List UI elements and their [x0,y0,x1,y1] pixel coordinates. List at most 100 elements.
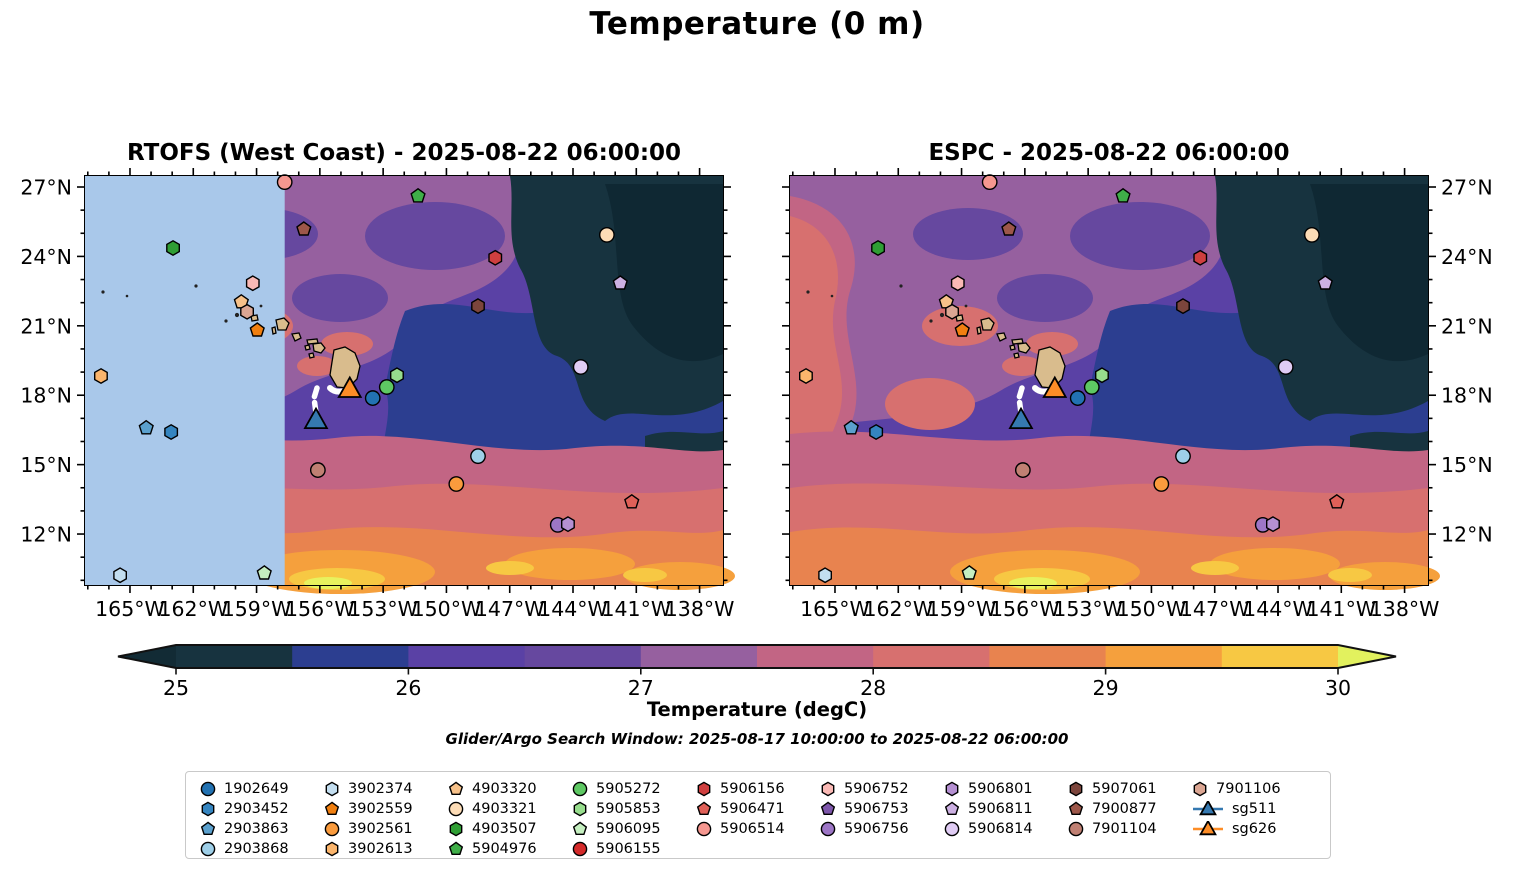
lon-tick-label: 159°W [927,597,997,621]
legend-label: 5906095 [596,821,661,837]
map-marker-sg511 [1008,406,1034,430]
axis-labels: 165°W162°W159°W156°W153°W150°W147°W144°W… [20,176,734,621]
pentagon-marker-icon [1068,801,1084,816]
map-marker-sg626 [1042,375,1068,398]
hexagon-marker-icon [697,781,711,797]
lon-tick-label: 138°W [665,597,735,621]
map-marker-3902561 [1153,476,1170,492]
map-marker-5904976 [410,187,426,203]
legend-item-5906155: 5906155 [572,839,696,859]
lat-tick-label: 24°N [1441,245,1493,269]
colorbar-tick-label: 26 [395,676,421,700]
lon-tick-label: 162°W [863,597,933,621]
colorbar-segment [176,645,293,668]
legend-label: 7901104 [1092,821,1157,837]
legend-item-3902561: 3902561 [324,819,448,839]
legend-label: 3902613 [348,841,413,857]
legend-label: 5907061 [1092,781,1157,797]
map-marker-5906801 [561,516,575,533]
legend-label: 5905853 [596,801,661,817]
map-marker-3902559 [249,322,265,337]
hexagon-marker-icon [325,841,339,857]
hexagon-marker-icon [821,781,835,797]
colorbar-tick-label: 29 [1093,676,1119,700]
map-marker-5905853 [1095,367,1109,384]
map-marker-5906752 [950,275,965,292]
map-marker-1902649 [1069,390,1086,406]
map-marker-2903452 [869,423,884,441]
circle-marker-icon [324,821,340,837]
map-marker-1902649 [364,390,381,406]
circle-marker-icon [200,781,216,797]
colorbar-segment [292,645,409,668]
lon-tick-label: 147°W [475,597,545,621]
legend-label: sg511 [1232,801,1277,817]
colorbar-segment [873,645,990,668]
legend-label: 5906156 [720,781,785,797]
pentagon-marker-icon [944,801,960,816]
lat-tick-label: 27°N [1441,176,1493,200]
map-marker-5907061 [471,298,485,315]
lat-tick-label: 21°N [1441,314,1493,338]
map-marker-2903868 [470,448,486,465]
lat-tick-label: 21°N [20,314,72,338]
circle-marker-icon [572,781,588,797]
legend-label: 3902561 [348,821,413,837]
map-marker-7900877 [1001,221,1017,236]
hexagon-marker-icon [325,781,339,797]
map-marker-3902559 [954,322,970,337]
axis-ticks [782,168,1436,593]
lat-tick-label: 27°N [20,176,72,200]
lon-tick-label: 159°W [222,597,292,621]
map-marker-5906801 [1266,516,1280,533]
legend-label: 7901106 [1216,781,1281,797]
circle-marker-icon [1068,821,1084,837]
legend-label: 7900877 [1092,801,1157,817]
lat-tick-label: 12°N [20,523,72,547]
lon-tick-label: 144°W [1243,597,1313,621]
legend-item-3902374: 3902374 [324,779,448,799]
colorbar-tick-label: 28 [860,676,886,700]
map-marker-4903507 [166,239,181,257]
legend-label: 2903452 [224,801,289,817]
map-marker-5906156 [488,249,503,266]
legend-label: 4903321 [472,801,537,817]
map-marker-5906814 [1277,359,1294,375]
map-marker-7900877 [296,221,312,236]
map-marker-5905853 [390,367,404,384]
lon-tick-label: 162°W [158,597,228,621]
map-marker-sg626 [337,375,363,398]
triangle-marker-icon [1193,821,1223,836]
legend-label: 5906756 [844,821,909,837]
pentagon-marker-icon [448,841,464,856]
colorbar-segment [989,645,1107,668]
legend-item-5905272: 5905272 [572,779,696,799]
map-marker-5906471 [1329,493,1345,509]
legend-label: 5906801 [968,781,1033,797]
legend-item-5906156: 5906156 [696,779,820,799]
colorbar-svg: 25 26 27 28 29 30 [117,644,1397,700]
lat-tick-label: 12°N [1441,523,1493,547]
axis-ticks [77,168,731,593]
lon-tick-label: 147°W [1180,597,1250,621]
pentagon-marker-icon [572,821,588,836]
map-markers [798,174,1345,584]
lat-tick-label: 24°N [20,245,72,269]
triangle-marker-icon [1193,801,1223,816]
legend-label: 2903868 [224,841,289,857]
colorbar-segment [524,645,642,668]
legend-label: 4903320 [472,781,537,797]
circle-marker-icon [944,821,960,837]
map-marker-2903863 [843,419,859,435]
colorbar-tick-label: 25 [163,676,189,700]
map-marker-4903321 [1303,226,1320,243]
colorbar-segment [757,645,874,668]
lon-tick-label: 156°W [990,597,1060,621]
legend-item-3902613: 3902613 [324,839,448,859]
lon-tick-label: 153°W [348,597,418,621]
hexagon-marker-icon [1193,781,1207,797]
lon-tick-label: 165°W [95,597,165,621]
legend-item-7901104: 7901104 [1068,819,1192,839]
legend-label: sg626 [1232,821,1277,837]
